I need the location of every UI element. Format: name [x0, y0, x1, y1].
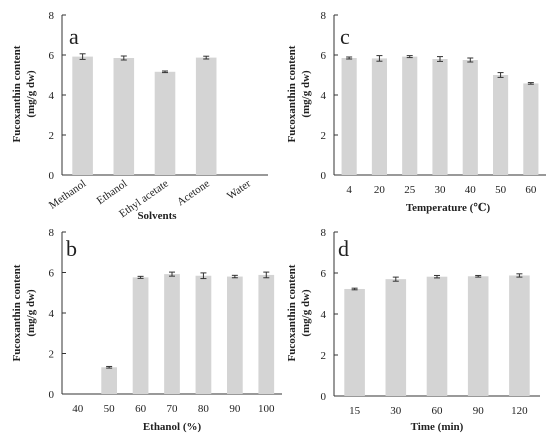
panel-d-ylabel-line2: (mg/g dw)	[300, 289, 312, 337]
panel-c-category-label: 40	[465, 184, 477, 196]
panel-b: b Fucoxanthin content (mg/g dw) Ethanol …	[11, 227, 282, 433]
panel-b-category-label: 100	[258, 403, 275, 415]
panel-c-category-label: 60	[525, 184, 537, 196]
panel-b-y-tick-label: 6	[49, 268, 55, 280]
panel-b-letter: b	[66, 236, 77, 261]
panel-b-category-label: 60	[135, 403, 147, 415]
panel-c-bar	[371, 58, 387, 175]
panel-b-ylabel-line1: Fucoxanthin content	[11, 264, 23, 361]
panel-d-bar	[426, 276, 448, 396]
panel-b-ylabel-line2: (mg/g dw)	[25, 289, 37, 337]
panel-b-plot: 0 2 4 6 8 40 50 60 70 80 90 100	[49, 227, 282, 415]
panel-d: d Fucoxanthin content (mg/g dw) Time (mi…	[286, 227, 540, 433]
panel-c-plot: 0 2 4 6 8 4 20 25 30 40 50 60	[321, 10, 546, 196]
panel-a-bar	[72, 56, 93, 175]
panel-a-y-tick-label: 8	[49, 10, 55, 22]
panel-b-bar	[101, 367, 117, 394]
panel-c-ylabel-line2: (mg/g dw)	[300, 70, 312, 118]
panel-c-ylabel-line1: Fucoxanthin content	[286, 45, 298, 142]
panel-c-y-tick-label: 6	[321, 50, 327, 62]
panel-d-plot: 0 2 4 6 8 15 30 60 90 120	[321, 227, 540, 417]
panel-d-category-label: 15	[349, 405, 361, 417]
panel-c-bar	[432, 59, 448, 175]
panel-b-category-label: 80	[198, 403, 210, 415]
panel-a-y-tick-label: 4	[49, 90, 55, 102]
panel-d-bar	[467, 276, 489, 396]
panel-b-y-tick-label: 4	[49, 308, 55, 320]
panel-c-category-label: 30	[435, 184, 447, 196]
panel-c-y-tick-label: 2	[321, 130, 327, 142]
panel-a-y-tick-label: 2	[49, 130, 55, 142]
panel-b-category-label: 40	[72, 403, 84, 415]
panel-a-ylabel-line1: Fucoxanthin content	[11, 45, 23, 142]
panel-d-category-label: 30	[390, 405, 402, 417]
panel-a-xlabel: Solvents	[137, 210, 177, 222]
panel-b-bar	[132, 277, 149, 394]
panel-a-ylabel-line2: (mg/g dw)	[25, 70, 37, 118]
panel-c-y-tick-label: 8	[321, 10, 327, 22]
panel-d-bar	[509, 275, 530, 396]
panel-d-letter: d	[338, 236, 349, 261]
panel-d-bar	[344, 288, 365, 396]
panel-c-y-tick-label: 0	[321, 170, 327, 182]
panel-a-bar	[113, 58, 135, 175]
panel-b-bar	[258, 274, 275, 394]
panel-c: c Fucoxanthin content (mg/g dw) Temperat…	[286, 10, 546, 214]
panel-d-y-tick-label: 2	[321, 350, 327, 362]
panel-a-letter: a	[69, 24, 79, 49]
panel-b-category-label: 50	[104, 403, 116, 415]
panel-a-bar	[195, 57, 217, 175]
panel-d-bar	[385, 279, 407, 396]
panel-d-y-tick-label: 8	[321, 227, 327, 239]
panel-d-category-label: 120	[511, 405, 528, 417]
panel-c-bar	[402, 56, 418, 175]
panel-d-xlabel: Time (min)	[411, 421, 464, 433]
panel-b-y-tick-label: 2	[49, 349, 55, 361]
panel-d-category-label: 60	[432, 405, 444, 417]
panel-b-y-tick-label: 0	[49, 389, 55, 401]
panel-c-letter: c	[340, 24, 350, 49]
panel-c-xlabel: Temperature (℃)	[406, 202, 491, 214]
panel-d-category-label: 90	[473, 405, 485, 417]
panel-d-y-tick-label: 6	[321, 268, 327, 280]
panel-b-bar	[227, 276, 243, 394]
panel-b-bar	[195, 275, 212, 394]
panel-c-category-label: 25	[404, 184, 416, 196]
panel-a-bar	[154, 71, 176, 175]
panel-c-bar	[341, 58, 357, 175]
panel-d-y-tick-label: 4	[321, 309, 327, 321]
panel-c-y-tick-label: 4	[321, 90, 327, 102]
panel-d-y-tick-label: 0	[321, 391, 327, 403]
panel-a-y-tick-label: 0	[49, 170, 55, 182]
panel-a-y-tick-label: 6	[49, 50, 55, 62]
panel-c-category-label: 50	[495, 184, 507, 196]
panel-b-y-tick-label: 8	[49, 227, 55, 239]
panel-c-bar	[462, 60, 478, 175]
panel-c-bar	[523, 83, 539, 175]
panel-c-category-label: 4	[346, 184, 352, 196]
panel-c-category-label: 20	[374, 184, 386, 196]
panel-b-xlabel: Ethanol (%)	[143, 421, 202, 433]
panel-b-category-label: 70	[167, 403, 179, 415]
panel-b-bar	[164, 274, 180, 394]
panel-d-ylabel-line1: Fucoxanthin content	[286, 264, 298, 361]
panel-b-category-label: 90	[229, 403, 241, 415]
panel-c-bar	[493, 75, 509, 175]
